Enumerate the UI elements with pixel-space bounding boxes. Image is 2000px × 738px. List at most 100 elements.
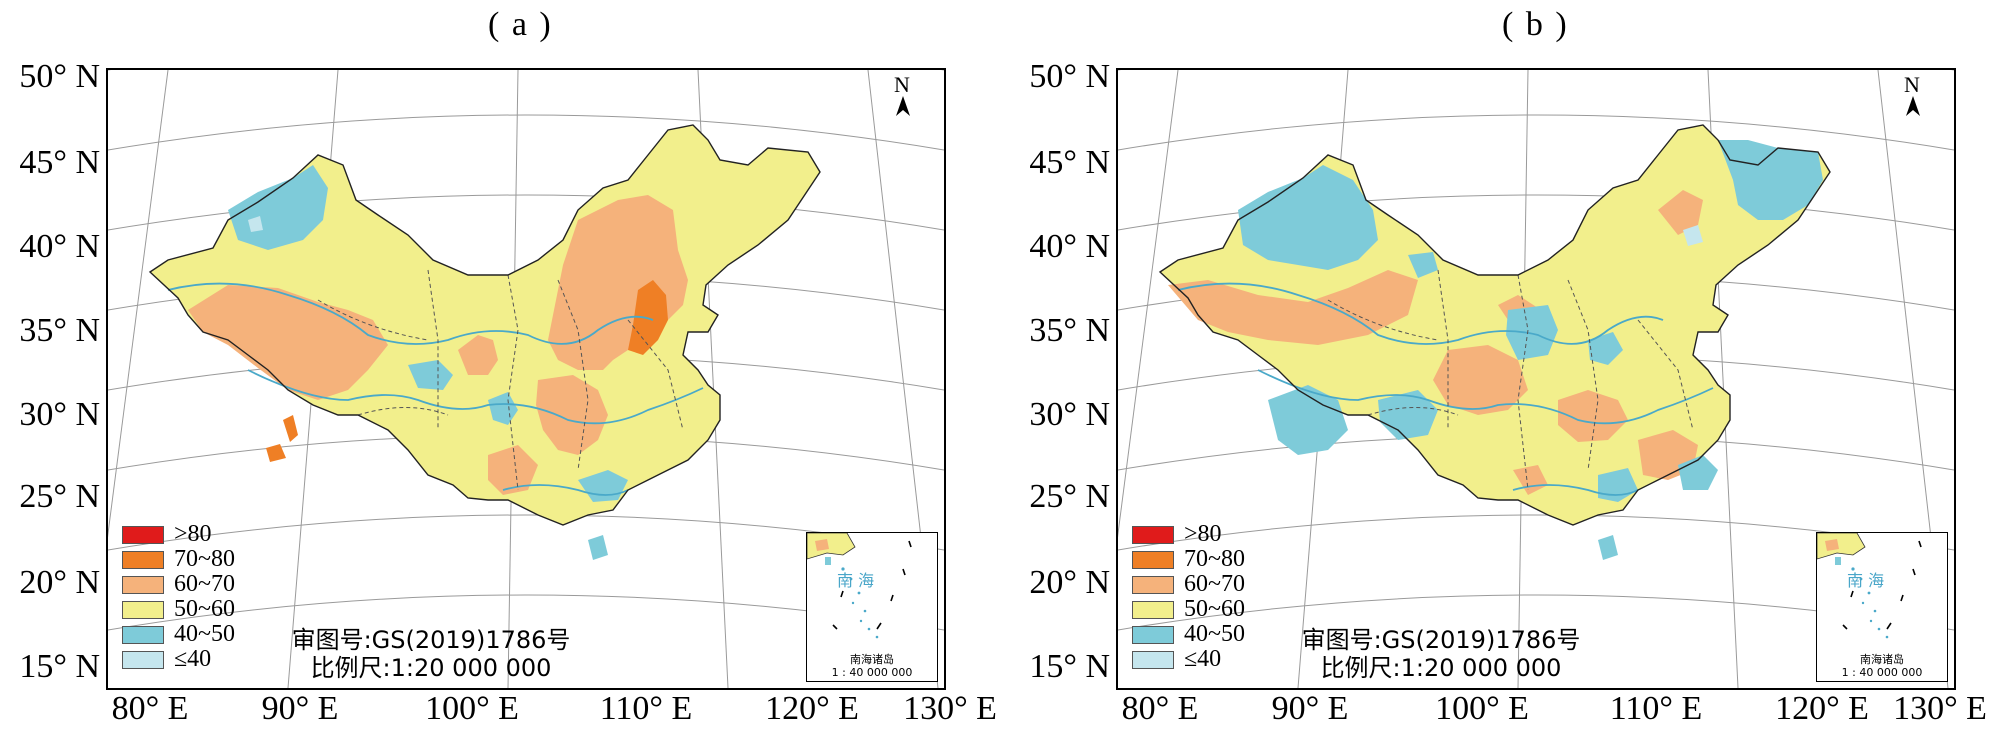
legend-label: >80 [174, 521, 212, 547]
lat-label: 15° N [19, 648, 100, 685]
legend-item: 70~80 [1132, 546, 1245, 572]
inset-caption-name: 南海诸岛 [850, 653, 894, 666]
lon-label: 130° E [903, 690, 997, 727]
rivers [1177, 282, 1714, 496]
lon-label: 100° E [425, 690, 519, 727]
legend-swatch [1132, 625, 1174, 644]
legend-swatch [122, 525, 164, 544]
map-approval-note: 审图号:GS(2019)1786号 比例尺:1:20 000 000 [1276, 626, 1606, 682]
legend-label: 60~70 [1184, 571, 1245, 597]
legend-label: 50~60 [174, 596, 235, 622]
lat-label: 25° N [1029, 478, 1110, 515]
legend-swatch [122, 625, 164, 644]
legend-item: 60~70 [1132, 571, 1245, 597]
lon-label: 90° E [1271, 690, 1349, 727]
south-china-sea-inset: 南 海 南海诸岛 1 : 40 000 000 [806, 532, 938, 682]
lat-label: 50° N [19, 58, 100, 95]
lat-label: 20° N [1029, 564, 1110, 601]
lat-label: 35° N [19, 312, 100, 349]
map-panel-b: ( b ) 50° N 45° N 40° N 35° N 30° N 25° … [1010, 0, 2000, 738]
legend-item: ≤40 [122, 646, 235, 672]
country-border [1158, 124, 1831, 526]
legend-swatch [122, 600, 164, 619]
lon-label: 110° E [599, 690, 693, 727]
value-zones [188, 165, 688, 560]
legend-label: 50~60 [1184, 596, 1245, 622]
legend-swatch [1132, 525, 1174, 544]
lon-label: 100° E [1435, 690, 1529, 727]
legend-label: 40~50 [174, 621, 235, 647]
inset-title: 南 海 [837, 571, 875, 590]
province-boundaries [1327, 269, 1694, 491]
legend-swatch [122, 650, 164, 669]
legend-swatch [122, 550, 164, 569]
north-arrow: N [1898, 72, 1928, 132]
value-zones [1168, 140, 1823, 560]
lat-label: 25° N [19, 478, 100, 515]
lat-label: 45° N [1029, 144, 1110, 181]
legend-label: 70~80 [1184, 546, 1245, 572]
lat-label: 20° N [19, 564, 100, 601]
legend-swatch [1132, 550, 1174, 569]
inset-caption-name: 南海诸岛 [1860, 653, 1904, 666]
map-panel-a: ( a ) 50° N 45° N 40° N 35° N 30° N 25° … [19, 6, 997, 727]
china-map [108, 70, 944, 688]
lat-label: 30° N [19, 396, 100, 433]
lat-label: 40° N [1029, 228, 1110, 265]
inset-title: 南 海 [1847, 571, 1885, 590]
rivers [167, 282, 704, 496]
legend-swatch [1132, 600, 1174, 619]
legend: >80 70~80 60~70 50~60 40~50 ≤40 [1132, 521, 1245, 672]
legend-label: ≤40 [174, 646, 212, 672]
legend-item: 70~80 [122, 546, 235, 572]
scale-text: 比例尺:1:20 000 000 [1320, 654, 1562, 682]
legend-swatch [1132, 575, 1174, 594]
map-frame: N >80 70~80 60~70 50~60 40~50 ≤40 审图号:GS… [1116, 68, 1956, 690]
legend: >80 70~80 60~70 50~60 40~50 ≤40 [122, 521, 235, 672]
scale-text: 比例尺:1:20 000 000 [310, 654, 552, 682]
north-label: N [894, 72, 910, 97]
legend-swatch [1132, 650, 1174, 669]
north-arrow-icon [1906, 96, 1920, 116]
lon-label: 80° E [111, 690, 189, 727]
country-border [148, 124, 821, 526]
north-arrow-icon [896, 96, 910, 116]
legend-label: ≤40 [1184, 646, 1222, 672]
legend-item: 50~60 [1132, 596, 1245, 622]
approval-number: 审图号:GS(2019)1786号 [1301, 626, 1581, 654]
inset-map [807, 533, 912, 639]
lat-label: 15° N [1029, 648, 1110, 685]
legend-item: >80 [1132, 521, 1245, 547]
south-china-sea-inset: 南 海 南海诸岛 1 : 40 000 000 [1816, 532, 1948, 682]
panel-label: ( a ) [488, 6, 553, 43]
map-frame: N >80 70~80 60~70 50~60 40~50 ≤40 审图号:GS… [106, 68, 946, 690]
lon-label: 120° E [1775, 690, 1869, 727]
inset-map [1817, 533, 1922, 639]
panel-label: ( b ) [1502, 6, 1569, 43]
inset-caption-scale: 1 : 40 000 000 [831, 666, 913, 679]
legend-item: 50~60 [122, 596, 235, 622]
map-approval-note: 审图号:GS(2019)1786号 比例尺:1:20 000 000 [266, 626, 596, 682]
lat-label: 50° N [1029, 58, 1110, 95]
legend-label: 60~70 [174, 571, 235, 597]
lon-label: 130° E [1893, 690, 1987, 727]
lat-label: 40° N [19, 228, 100, 265]
approval-number: 审图号:GS(2019)1786号 [291, 626, 571, 654]
legend-label: >80 [1184, 521, 1222, 547]
lon-label: 120° E [765, 690, 859, 727]
north-label: N [1904, 72, 1920, 97]
lat-label: 30° N [1029, 396, 1110, 433]
north-arrow: N [888, 72, 918, 132]
legend-item: 40~50 [1132, 621, 1245, 647]
legend-item: ≤40 [1132, 646, 1245, 672]
legend-swatch [122, 575, 164, 594]
inset-caption: 南海诸岛 1 : 40 000 000 [807, 653, 937, 679]
legend-item: 60~70 [122, 571, 235, 597]
inset-caption: 南海诸岛 1 : 40 000 000 [1817, 653, 1947, 679]
legend-label: 40~50 [1184, 621, 1245, 647]
lon-label: 80° E [1121, 690, 1199, 727]
lat-label: 35° N [1029, 312, 1110, 349]
lat-label: 45° N [19, 144, 100, 181]
legend-label: 70~80 [174, 546, 235, 572]
province-boundaries [317, 269, 684, 491]
